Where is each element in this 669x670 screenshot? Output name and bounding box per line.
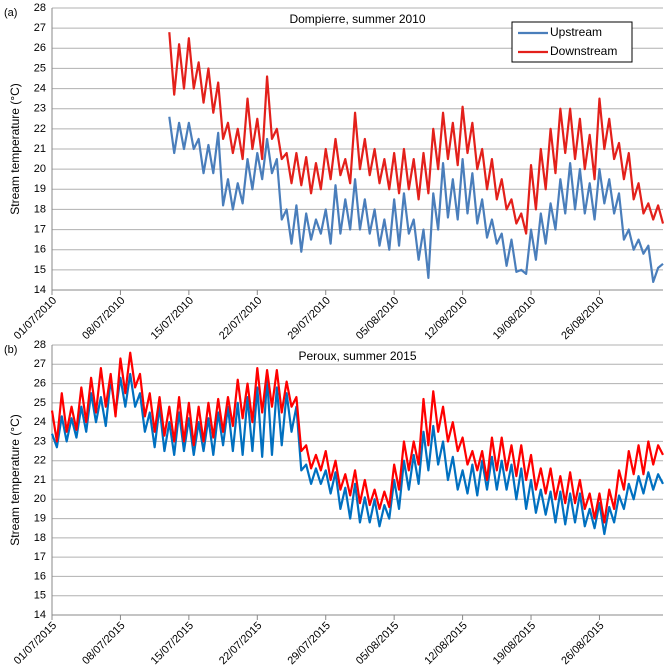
x-tick-label: 08/07/2010 bbox=[80, 295, 127, 342]
x-tick-label: 19/08/2015 bbox=[491, 620, 538, 667]
y-tick-label: 20 bbox=[34, 163, 46, 175]
x-tick-label: 22/07/2010 bbox=[217, 295, 264, 342]
x-tick-label: 22/07/2015 bbox=[217, 620, 264, 667]
y-tick-label: 22 bbox=[34, 455, 46, 467]
y-tick-label: 14 bbox=[34, 284, 46, 296]
y-tick-label: 24 bbox=[34, 82, 46, 94]
chart-title: Peroux, summer 2015 bbox=[298, 349, 416, 363]
y-tick-label: 27 bbox=[34, 22, 46, 34]
panel-label: (a) bbox=[4, 7, 17, 19]
y-tick-label: 23 bbox=[34, 103, 46, 115]
y-tick-label: 16 bbox=[34, 570, 46, 582]
axis-title: Stream temperature (°C) bbox=[8, 414, 22, 546]
x-tick-label: 05/08/2010 bbox=[354, 295, 401, 342]
y-tick-label: 27 bbox=[34, 358, 46, 370]
x-tick-label: 26/08/2015 bbox=[559, 620, 606, 667]
y-tick-label: 21 bbox=[34, 474, 46, 486]
legend-label: Upstream bbox=[550, 25, 602, 39]
y-tick-label: 15 bbox=[34, 264, 46, 276]
y-tick-label: 16 bbox=[34, 244, 46, 256]
y-tick-label: 15 bbox=[34, 590, 46, 602]
axis-title: Stream temperature (°C) bbox=[8, 83, 22, 215]
x-tick-label: 01/07/2010 bbox=[12, 295, 59, 342]
y-tick-label: 24 bbox=[34, 416, 46, 428]
legend-box bbox=[511, 21, 633, 63]
x-tick-label: 12/08/2010 bbox=[422, 295, 469, 342]
x-tick-label: 15/07/2010 bbox=[149, 295, 196, 342]
x-tick-label: 12/08/2015 bbox=[422, 620, 469, 667]
x-tick-label: 01/07/2015 bbox=[12, 620, 59, 667]
y-tick-label: 19 bbox=[34, 512, 46, 524]
y-tick-label: 22 bbox=[34, 123, 46, 135]
y-tick-label: 28 bbox=[34, 2, 46, 14]
y-tick-label: 19 bbox=[34, 183, 46, 195]
series-line bbox=[168, 116, 664, 284]
x-tick-label: 29/07/2015 bbox=[285, 620, 332, 667]
legend-label: Downstream bbox=[550, 44, 617, 58]
x-tick-label: 15/07/2015 bbox=[149, 620, 196, 667]
y-tick-label: 28 bbox=[34, 339, 46, 351]
y-tick-label: 14 bbox=[34, 609, 46, 621]
panel-label: (b) bbox=[4, 344, 17, 356]
y-tick-label: 23 bbox=[34, 435, 46, 447]
y-tick-label: 20 bbox=[34, 493, 46, 505]
chart-title: Dompierre, summer 2010 bbox=[289, 12, 425, 26]
y-tick-label: 25 bbox=[34, 62, 46, 74]
y-tick-label: 17 bbox=[34, 551, 46, 563]
y-tick-label: 25 bbox=[34, 397, 46, 409]
x-tick-label: 05/08/2015 bbox=[354, 620, 401, 667]
y-tick-label: 17 bbox=[34, 223, 46, 235]
y-tick-label: 18 bbox=[34, 203, 46, 215]
y-tick-label: 18 bbox=[34, 532, 46, 544]
series-line bbox=[50, 351, 664, 524]
series-line bbox=[168, 32, 665, 235]
x-tick-label: 08/07/2015 bbox=[80, 620, 127, 667]
y-tick-label: 21 bbox=[34, 143, 46, 155]
y-tick-label: 26 bbox=[34, 377, 46, 389]
x-tick-label: 19/08/2010 bbox=[491, 295, 538, 342]
y-tick-label: 26 bbox=[34, 42, 46, 54]
series-line bbox=[50, 372, 664, 536]
x-tick-label: 29/07/2010 bbox=[285, 295, 332, 342]
x-tick-label: 26/08/2010 bbox=[559, 295, 606, 342]
